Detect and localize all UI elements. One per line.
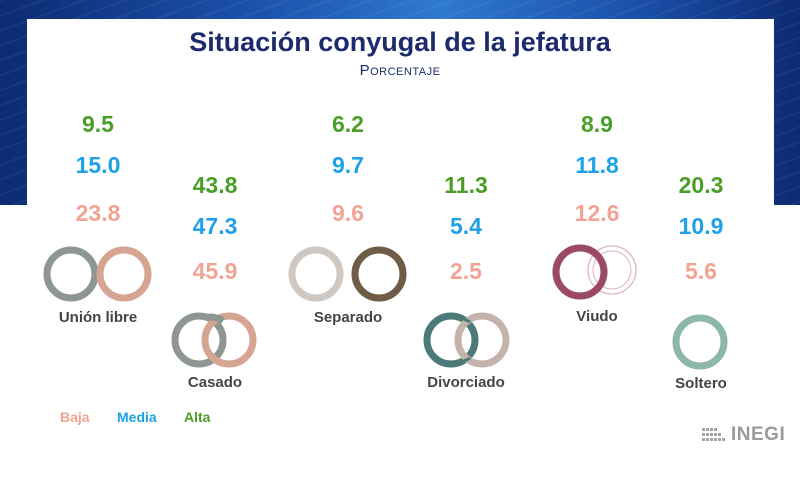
value-baja-casado: 45.9	[192, 258, 238, 284]
union-libre-rings-icon	[43, 246, 152, 302]
divorciado-rings-icon	[423, 312, 510, 368]
casado-rings-icon	[171, 312, 257, 368]
value-alta-viudo: 8.9	[581, 111, 613, 137]
category-label-separado: Separado	[313, 309, 383, 326]
separado-rings-icon	[288, 246, 407, 302]
value-baja-soltero: 5.6	[685, 258, 717, 284]
value-media-union-libre: 15.0	[75, 152, 121, 178]
chart-subtitle: Porcentaje	[359, 62, 441, 79]
value-alta-casado: 43.8	[192, 172, 238, 198]
category-label-viudo: Viudo	[576, 308, 618, 325]
value-alta-separado: 6.2	[332, 111, 364, 137]
inegi-mark-icon	[702, 428, 725, 441]
value-media-divorciado: 5.4	[450, 213, 482, 239]
value-baja-divorciado: 2.5	[450, 258, 482, 284]
legend-alta: Alta	[184, 409, 211, 425]
chart-title: Situación conyugal de la jefatura	[189, 27, 611, 57]
value-media-casado: 47.3	[192, 213, 238, 239]
category-label-divorciado: Divorciado	[427, 374, 505, 391]
value-media-soltero: 10.9	[678, 213, 724, 239]
value-media-viudo: 11.8	[575, 152, 619, 178]
value-alta-union-libre: 9.5	[82, 111, 114, 137]
value-media-separado: 9.7	[332, 152, 364, 178]
soltero-ring-icon	[672, 314, 728, 370]
legend-media: Media	[117, 409, 157, 425]
viudo-rings-icon	[552, 244, 637, 300]
value-baja-union-libre: 23.8	[75, 200, 121, 226]
legend-baja: Baja	[60, 409, 90, 425]
inegi-logo: INEGI	[702, 424, 785, 446]
value-alta-divorciado: 11.3	[444, 172, 488, 198]
value-alta-soltero: 20.3	[678, 172, 724, 198]
category-label-soltero: Soltero	[675, 375, 727, 392]
value-baja-separado: 9.6	[332, 200, 364, 226]
value-baja-viudo: 12.6	[574, 200, 620, 226]
content-panel	[27, 19, 774, 486]
category-label-casado: Casado	[187, 374, 243, 391]
category-label-union-libre: Unión libre	[58, 309, 138, 326]
inegi-logo-text: INEGI	[731, 424, 786, 445]
